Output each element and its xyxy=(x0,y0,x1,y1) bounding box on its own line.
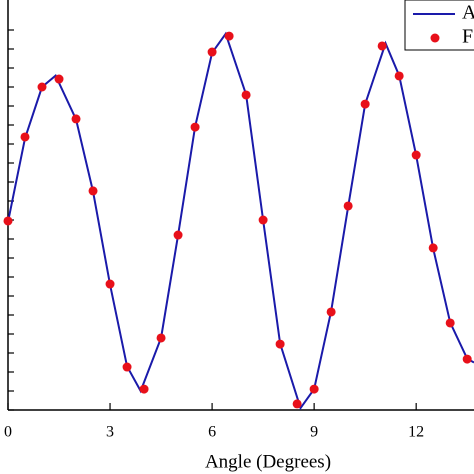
data-point xyxy=(105,279,115,289)
data-point xyxy=(207,47,217,57)
x-tick-label: 6 xyxy=(208,424,216,441)
x-tick-label: 0 xyxy=(4,424,12,441)
data-point xyxy=(326,307,336,317)
data-point xyxy=(139,384,149,394)
data-point xyxy=(343,201,353,211)
x-tick-label: 3 xyxy=(106,424,114,441)
data-point xyxy=(37,82,47,92)
data-point xyxy=(173,230,183,240)
data-point xyxy=(428,243,438,253)
data-point xyxy=(394,71,404,81)
x-tick-label: 12 xyxy=(408,424,424,441)
data-point xyxy=(20,132,30,142)
data-point xyxy=(88,186,98,196)
data-point xyxy=(54,74,64,84)
data-point xyxy=(71,114,81,124)
data-point xyxy=(3,216,13,226)
data-point xyxy=(122,362,132,372)
data-line xyxy=(7,31,474,411)
data-point xyxy=(292,399,302,409)
legend-box xyxy=(404,0,474,51)
data-point xyxy=(224,31,234,41)
legend-label: F xyxy=(462,26,473,48)
legend-marker xyxy=(430,33,440,43)
data-point xyxy=(156,333,166,343)
data-point xyxy=(275,339,285,349)
data-point xyxy=(462,354,472,364)
data-point xyxy=(190,122,200,132)
data-point xyxy=(258,215,268,225)
x-tick-label: 9 xyxy=(310,424,318,441)
data-point xyxy=(309,384,319,394)
legend-label: A xyxy=(462,2,474,24)
data-point xyxy=(241,90,251,100)
data-point xyxy=(411,150,421,160)
data-point xyxy=(377,41,387,51)
data-point xyxy=(360,99,370,109)
data-point xyxy=(445,318,455,328)
x-axis-label: Angle (Degrees) xyxy=(205,451,331,472)
